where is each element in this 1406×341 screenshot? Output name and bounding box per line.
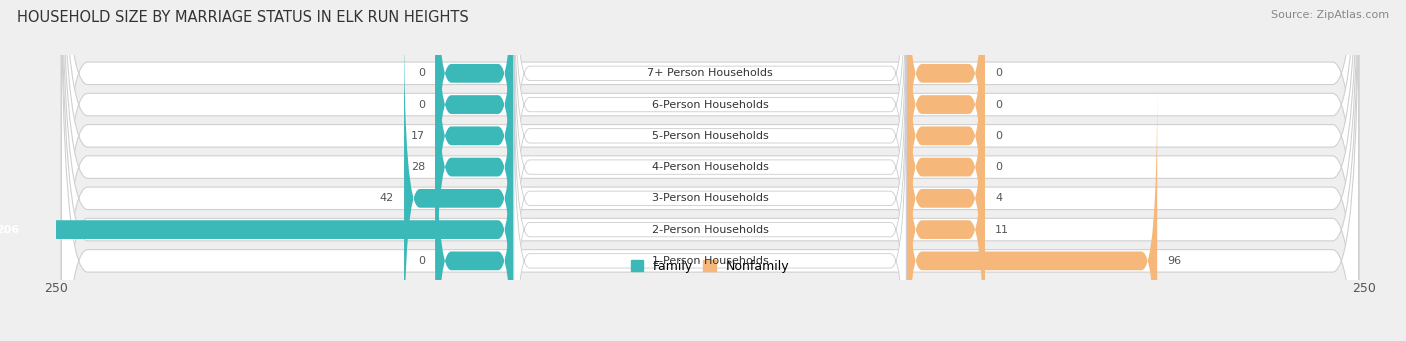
FancyBboxPatch shape [905, 0, 984, 314]
FancyBboxPatch shape [62, 0, 1358, 341]
FancyBboxPatch shape [515, 49, 905, 341]
Text: 0: 0 [418, 256, 425, 266]
Text: 4: 4 [995, 193, 1002, 203]
Text: 3-Person Households: 3-Person Households [651, 193, 769, 203]
Text: 0: 0 [995, 162, 1002, 172]
FancyBboxPatch shape [515, 0, 905, 316]
FancyBboxPatch shape [905, 0, 984, 251]
FancyBboxPatch shape [62, 0, 1358, 341]
Text: 7+ Person Households: 7+ Person Households [647, 68, 773, 78]
FancyBboxPatch shape [436, 0, 515, 314]
FancyBboxPatch shape [62, 0, 1358, 341]
Text: 96: 96 [1167, 256, 1182, 266]
Text: 6-Person Households: 6-Person Households [651, 100, 769, 109]
FancyBboxPatch shape [515, 18, 905, 341]
FancyBboxPatch shape [404, 20, 515, 341]
Text: 4-Person Households: 4-Person Households [651, 162, 769, 172]
Legend: Family, Nonfamily: Family, Nonfamily [626, 255, 794, 278]
FancyBboxPatch shape [436, 0, 515, 341]
FancyBboxPatch shape [62, 0, 1358, 341]
FancyBboxPatch shape [905, 0, 984, 341]
FancyBboxPatch shape [436, 0, 515, 283]
FancyBboxPatch shape [62, 0, 1358, 341]
Text: 28: 28 [411, 162, 425, 172]
Text: 0: 0 [995, 100, 1002, 109]
FancyBboxPatch shape [515, 0, 905, 341]
Text: 0: 0 [995, 131, 1002, 141]
Text: 0: 0 [418, 100, 425, 109]
Text: 11: 11 [995, 225, 1010, 235]
FancyBboxPatch shape [905, 83, 1157, 341]
FancyBboxPatch shape [905, 51, 984, 341]
FancyBboxPatch shape [0, 51, 515, 341]
FancyBboxPatch shape [62, 0, 1358, 341]
FancyBboxPatch shape [905, 0, 984, 283]
FancyBboxPatch shape [515, 80, 905, 341]
FancyBboxPatch shape [905, 20, 984, 341]
FancyBboxPatch shape [515, 0, 905, 254]
FancyBboxPatch shape [515, 0, 905, 285]
Text: Source: ZipAtlas.com: Source: ZipAtlas.com [1271, 10, 1389, 20]
FancyBboxPatch shape [62, 0, 1358, 341]
Text: 17: 17 [411, 131, 425, 141]
Text: 206: 206 [0, 225, 20, 235]
Text: 2-Person Households: 2-Person Households [651, 225, 769, 235]
Text: HOUSEHOLD SIZE BY MARRIAGE STATUS IN ELK RUN HEIGHTS: HOUSEHOLD SIZE BY MARRIAGE STATUS IN ELK… [17, 10, 468, 25]
Text: 42: 42 [380, 193, 394, 203]
FancyBboxPatch shape [436, 83, 515, 341]
FancyBboxPatch shape [436, 0, 515, 251]
Text: 1-Person Households: 1-Person Households [651, 256, 769, 266]
Text: 0: 0 [995, 68, 1002, 78]
Text: 5-Person Households: 5-Person Households [651, 131, 769, 141]
Text: 0: 0 [418, 68, 425, 78]
